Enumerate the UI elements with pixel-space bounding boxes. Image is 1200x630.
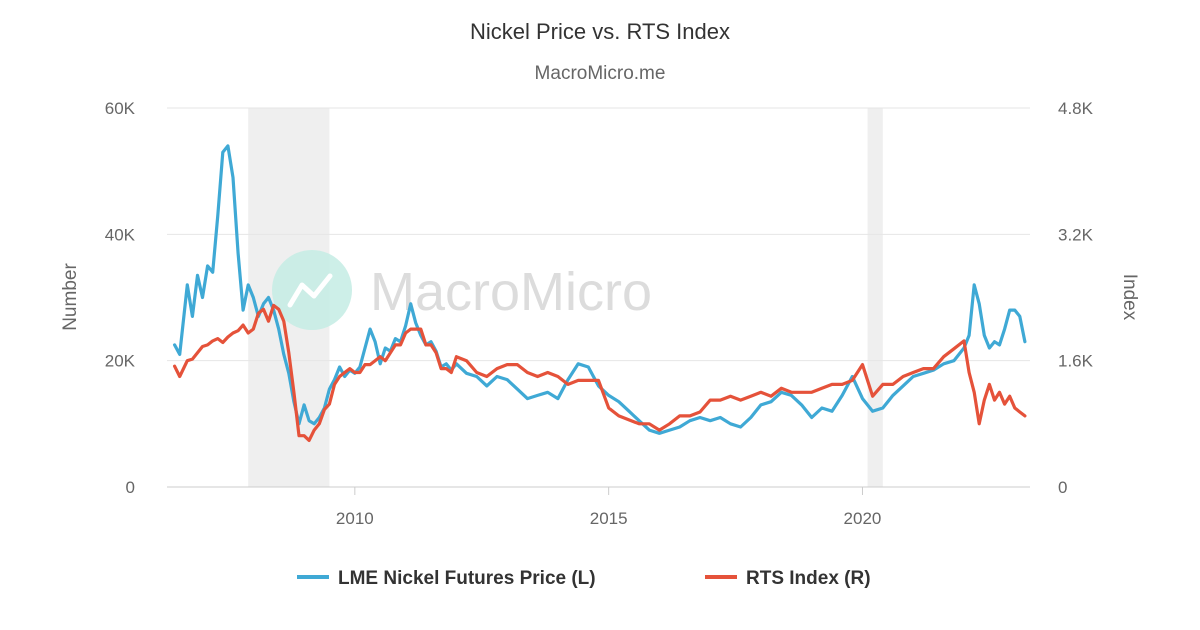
watermark: MacroMicro (272, 250, 652, 330)
left-tick-label: 20K (105, 352, 136, 371)
x-tick-label: 2015 (590, 509, 628, 528)
x-tick-label: 2020 (844, 509, 882, 528)
left-axis-title: Number (60, 263, 81, 331)
series-line-nickel[interactable] (173, 144, 1027, 435)
watermark-logo-mark (287, 273, 333, 308)
grid-lines (167, 107, 1030, 488)
left-axis-ticks: 0 20K 40K 60K (105, 99, 136, 497)
left-tick-label: 40K (105, 225, 136, 244)
legend: LME Nickel Futures Price (L) RTS Index (… (297, 568, 871, 589)
right-tick-label: 4.8K (1058, 99, 1094, 118)
x-tick-label: 2010 (336, 509, 374, 528)
shaded-period-1 (867, 108, 883, 487)
right-tick-label: 3.2K (1058, 225, 1094, 244)
legend-label-rts: RTS Index (R) (746, 568, 871, 589)
legend-label-nickel: LME Nickel Futures Price (L) (338, 568, 596, 589)
left-tick-label: 0 (126, 478, 135, 497)
right-axis-ticks: 0 1.6K 3.2K 4.8K (1058, 99, 1094, 497)
legend-item-nickel[interactable]: LME Nickel Futures Price (L) (297, 568, 596, 589)
series-layer (173, 144, 1027, 442)
right-tick-label: 1.6K (1058, 352, 1094, 371)
legend-item-rts[interactable]: RTS Index (R) (705, 568, 871, 589)
chart-title: Nickel Price vs. RTS Index (470, 19, 730, 44)
watermark-logo-icon (272, 250, 352, 330)
x-axis-ticks: 2010 2015 2020 (336, 487, 881, 528)
series-line-rts[interactable] (173, 303, 1027, 442)
chart-subtitle: MacroMicro.me (535, 63, 666, 84)
left-tick-label: 60K (105, 99, 136, 118)
right-axis-title: Index (1119, 274, 1140, 321)
watermark-text: MacroMicro (370, 262, 652, 322)
right-tick-label: 0 (1058, 478, 1067, 497)
